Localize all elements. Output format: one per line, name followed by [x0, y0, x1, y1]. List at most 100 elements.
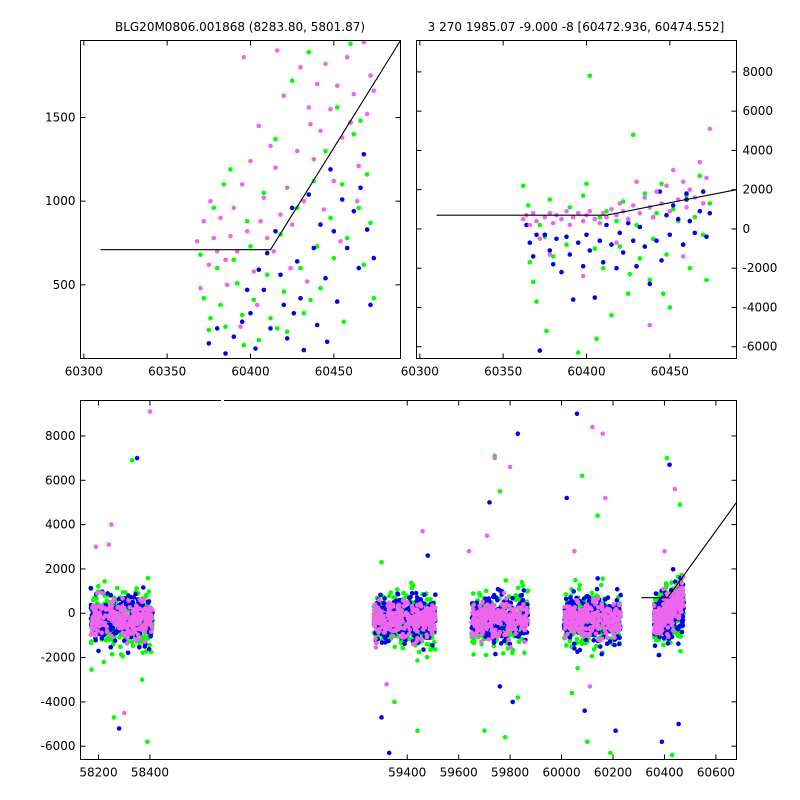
data-point	[513, 621, 519, 626]
data-point	[401, 603, 407, 609]
data-point	[497, 489, 503, 494]
data-point	[667, 305, 673, 310]
data-point	[565, 631, 570, 637]
data-point	[228, 234, 233, 239]
data-point	[110, 625, 116, 631]
data-point	[524, 609, 530, 614]
data-point	[334, 105, 340, 110]
data-point	[664, 591, 670, 596]
data-point	[201, 295, 207, 301]
data-point	[273, 229, 278, 234]
data-point	[588, 625, 594, 630]
data-point	[393, 598, 399, 604]
data-point	[379, 560, 384, 565]
data-point	[530, 210, 536, 216]
scatter-points	[194, 40, 377, 356]
data-point	[135, 632, 141, 637]
data-point	[146, 589, 152, 595]
data-point	[471, 652, 476, 657]
data-point	[92, 608, 97, 613]
x-axis-ticks: 58200 58400 59400 59600 59800 60000 60200 60400…	[79, 400, 735, 780]
data-point	[395, 591, 401, 597]
data-point	[126, 598, 131, 604]
data-point	[653, 622, 658, 628]
data-point	[680, 620, 685, 625]
data-point	[605, 595, 611, 600]
data-point	[379, 640, 385, 645]
x-axis-ticks: 60300 60350 60400 60450	[401, 40, 689, 379]
data-point	[586, 598, 592, 604]
data-point	[586, 607, 591, 612]
data-point	[506, 637, 511, 642]
data-point	[128, 634, 134, 640]
data-point	[93, 622, 98, 627]
data-point	[525, 203, 531, 208]
data-point	[492, 611, 497, 617]
data-point	[89, 639, 94, 644]
data-point	[610, 628, 615, 634]
data-point	[652, 643, 658, 648]
fit-line	[641, 502, 737, 599]
data-point	[612, 642, 617, 648]
data-point	[356, 205, 362, 211]
data-point	[94, 605, 99, 610]
data-point	[278, 212, 283, 217]
data-point	[390, 610, 395, 616]
data-point	[494, 615, 499, 621]
y-tick-label: 4000	[45, 518, 76, 532]
data-point	[634, 179, 639, 185]
data-point	[652, 603, 657, 608]
data-point	[534, 218, 539, 224]
data-point	[430, 606, 435, 611]
data-point	[661, 635, 667, 641]
data-point	[99, 604, 105, 609]
y-tick-label: 8000	[45, 429, 76, 443]
data-point	[128, 631, 134, 636]
y-tick-label: 500	[53, 278, 76, 292]
data-point	[231, 334, 237, 340]
data-point	[388, 618, 394, 624]
y-tick-label: 1500	[45, 110, 76, 124]
data-point	[657, 189, 663, 194]
y-axis-ticks: -6000 -4000 -2000 0 2000 4000 6000 8000	[41, 429, 737, 753]
data-point	[91, 597, 96, 603]
data-point	[507, 628, 512, 633]
data-point	[125, 650, 131, 656]
data-point	[386, 750, 392, 756]
data-point	[477, 603, 483, 609]
data-point	[140, 650, 145, 655]
data-point	[134, 455, 140, 461]
data-point	[523, 623, 529, 628]
data-point	[311, 245, 317, 251]
data-point	[527, 260, 533, 265]
data-point	[480, 617, 486, 622]
data-point	[637, 210, 643, 216]
data-point	[594, 586, 600, 592]
data-point	[318, 128, 323, 134]
data-point	[378, 592, 383, 598]
data-point	[96, 583, 101, 589]
data-point	[676, 589, 681, 595]
data-point	[678, 634, 683, 639]
data-point	[482, 728, 487, 733]
data-point	[132, 627, 137, 632]
data-point	[201, 219, 207, 224]
plot-frame	[80, 40, 401, 359]
data-point	[615, 628, 621, 634]
data-point	[596, 605, 601, 610]
data-point	[415, 635, 420, 641]
data-point	[109, 651, 115, 657]
data-point	[211, 235, 217, 241]
data-point	[470, 620, 475, 625]
data-point	[401, 590, 406, 596]
data-point	[126, 593, 131, 598]
data-point	[616, 618, 622, 623]
data-point	[104, 598, 110, 603]
data-point	[403, 622, 409, 627]
data-point	[475, 612, 480, 618]
y-tick-label: 1000	[45, 194, 76, 208]
data-point	[141, 585, 146, 590]
data-point	[575, 240, 581, 245]
data-point	[653, 591, 659, 596]
chart-panel-top-left: BLG20M0806.001868 (8283.80, 5801.87) 603…	[45, 20, 401, 379]
